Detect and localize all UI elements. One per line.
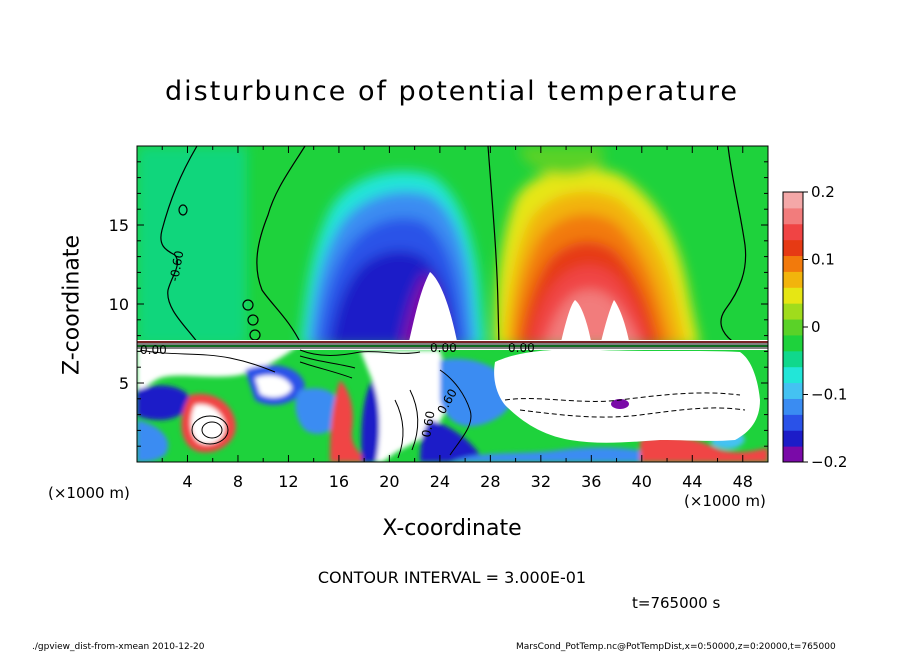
x-unit-label-right: (×1000 m) bbox=[684, 492, 766, 510]
colorbar-swatch bbox=[783, 414, 803, 431]
colorbar-swatch bbox=[783, 334, 803, 352]
colorbar-swatch bbox=[783, 319, 803, 336]
contour-label: 0.00 bbox=[140, 343, 167, 357]
x-tick-label: 28 bbox=[480, 472, 500, 491]
colorbar-swatch bbox=[783, 192, 803, 209]
colorbar-swatch bbox=[783, 207, 803, 225]
colorbar-swatch bbox=[783, 287, 803, 304]
colorbar-swatch bbox=[783, 271, 803, 288]
colorbar-swatch bbox=[783, 303, 803, 320]
contour-label: 0.00 bbox=[430, 341, 457, 355]
colorbar: 0.2 0.1 0 −0.1 −0.2 bbox=[782, 183, 847, 471]
lower-field bbox=[137, 344, 768, 462]
x-tick-label: 8 bbox=[233, 472, 243, 491]
chart-title: disturbunce of potential temperature bbox=[165, 76, 739, 107]
colorbar-swatch bbox=[783, 382, 803, 399]
colorbar-swatch bbox=[783, 398, 803, 415]
x-axis: 4 8 12 16 20 24 28 32 36 40 44 48 bbox=[161, 146, 753, 491]
y-tick-label: 10 bbox=[109, 295, 129, 314]
contour-label: -0.60 bbox=[167, 249, 186, 282]
colorbar-tick-label: 0.1 bbox=[811, 251, 835, 269]
x-tick-label: 40 bbox=[632, 472, 652, 491]
colorbar-swatch bbox=[783, 446, 803, 463]
footer-script-info: ./gpview_dist-from-xmean 2010-12-20 bbox=[32, 642, 205, 652]
y-axis: 5 10 15 bbox=[109, 161, 768, 447]
time-label: t=765000 s bbox=[632, 594, 721, 612]
x-tick-label: 24 bbox=[430, 472, 450, 491]
colorbar-tick-label: 0.2 bbox=[811, 183, 835, 201]
y-axis-label: Z-coordinate bbox=[59, 235, 85, 375]
x-tick-label: 32 bbox=[531, 472, 551, 491]
colorbar-swatch bbox=[783, 430, 803, 447]
x-unit-label: (×1000 m) bbox=[48, 484, 130, 502]
colorbar-swatch bbox=[783, 350, 803, 368]
x-tick-label: 12 bbox=[278, 472, 298, 491]
x-tick-label: 20 bbox=[379, 472, 399, 491]
x-tick-label: 36 bbox=[581, 472, 601, 491]
y-tick-label: 5 bbox=[119, 374, 129, 393]
x-axis-label: X-coordinate bbox=[382, 516, 522, 541]
contour-label: 0.00 bbox=[508, 341, 535, 355]
inversion-band bbox=[137, 340, 768, 379]
x-tick-label: 48 bbox=[733, 472, 753, 491]
colorbar-swatch bbox=[783, 255, 803, 272]
x-tick-label: 4 bbox=[182, 472, 192, 491]
colorbar-tick-label: −0.2 bbox=[811, 453, 847, 471]
colorbar-tick-label: −0.1 bbox=[811, 386, 847, 404]
colorbar-swatch bbox=[783, 223, 803, 241]
footer-data-source: MarsCond_PotTemp.nc@PotTempDist,x=0:5000… bbox=[516, 642, 836, 652]
colorbar-tick-label: 0 bbox=[811, 318, 821, 336]
colorbar-swatch bbox=[783, 366, 803, 384]
upper-field bbox=[137, 146, 768, 344]
contour-label: 0.60 bbox=[419, 410, 437, 439]
y-tick-label: 15 bbox=[109, 216, 129, 235]
colorbar-swatch bbox=[783, 239, 803, 257]
x-tick-label: 16 bbox=[329, 472, 349, 491]
contour-interval-label: CONTOUR INTERVAL = 3.000E-01 bbox=[317, 568, 587, 587]
x-tick-label: 44 bbox=[682, 472, 702, 491]
